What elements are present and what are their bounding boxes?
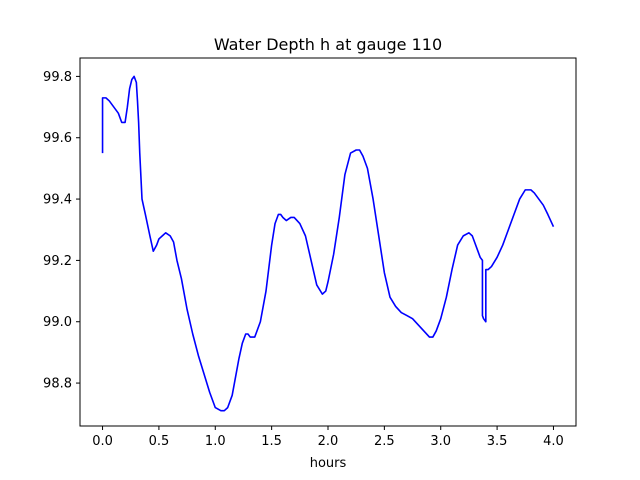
x-tick-label: 3.0: [430, 434, 451, 449]
plot-frame: [79, 57, 577, 427]
y-axis: 98.8 99.0 99.2 99.4 99.6 99.8: [43, 70, 80, 392]
x-tick-label: 1.0: [205, 434, 226, 449]
series-line-0: [101, 75, 555, 412]
y-tick-label: 99.0: [43, 315, 72, 330]
x-axis-label: hours: [310, 456, 347, 471]
x-tick-label: 0.0: [92, 434, 113, 449]
y-tick-label: 99.6: [43, 131, 72, 146]
y-tick-label: 98.8: [43, 377, 72, 392]
x-tick-label: 0.5: [149, 434, 170, 449]
y-tick-label: 99.4: [43, 193, 72, 208]
x-tick-label: 4.0: [543, 434, 564, 449]
x-tick-label: 3.5: [487, 434, 508, 449]
plot-area: [79, 57, 577, 427]
y-tick-label: 99.2: [43, 254, 72, 269]
x-tick-label: 2.0: [318, 434, 339, 449]
chart-title: Water Depth h at gauge 110: [214, 35, 442, 54]
x-tick-label: 1.5: [261, 434, 282, 449]
x-tick-label: 2.5: [374, 434, 395, 449]
x-axis: 0.0 0.5 1.0 1.5 2.0 2.5 3.0 3.5 4.0: [92, 426, 564, 449]
y-tick-label: 99.8: [43, 70, 72, 85]
